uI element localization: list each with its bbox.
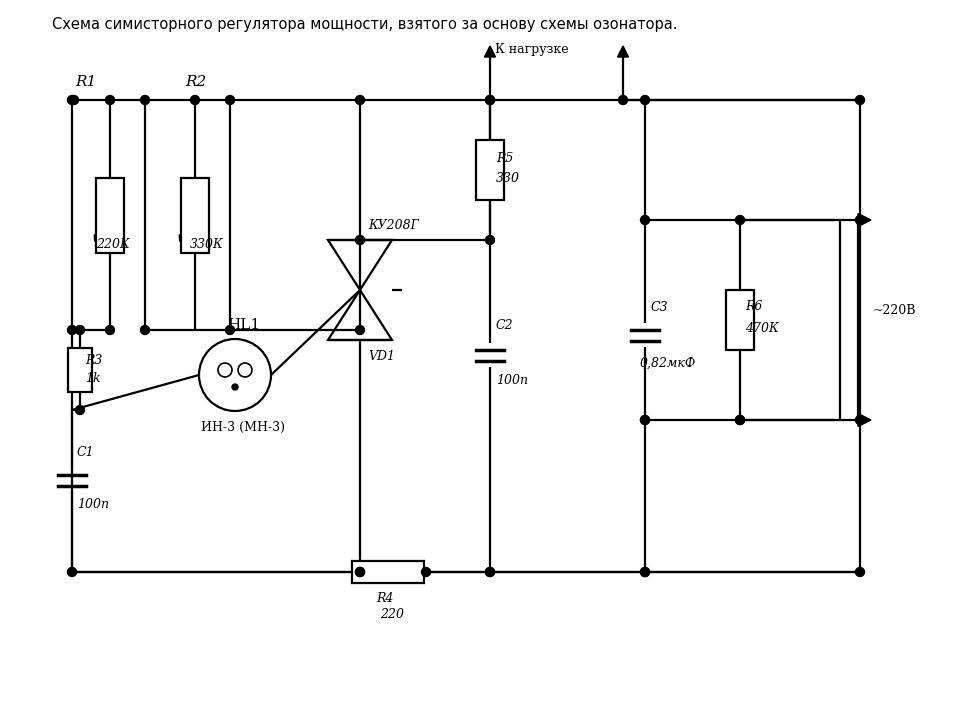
Bar [726,290,754,350]
Circle shape [735,215,745,225]
Circle shape [106,96,114,104]
Circle shape [238,363,252,377]
Circle shape [486,567,494,577]
Polygon shape [617,46,629,57]
Circle shape [67,96,77,104]
Text: C2: C2 [496,318,514,331]
Text: 220: 220 [380,608,404,621]
Text: 330: 330 [496,171,520,184]
Circle shape [735,415,745,425]
Circle shape [640,567,650,577]
Text: 100п: 100п [496,374,528,387]
Text: R6: R6 [745,300,762,312]
Text: R3: R3 [85,354,103,366]
Text: 100п: 100п [77,498,109,511]
Circle shape [355,567,365,577]
Circle shape [486,235,494,245]
Circle shape [855,96,865,104]
Text: VD1: VD1 [368,349,395,362]
Circle shape [226,96,234,104]
Circle shape [618,96,628,104]
Text: C1: C1 [77,446,95,459]
Circle shape [140,325,150,335]
Circle shape [106,325,114,335]
Bar [352,561,424,583]
Circle shape [640,415,650,425]
Text: 330К: 330К [190,238,224,251]
Text: C3: C3 [651,300,668,313]
Text: R2: R2 [185,75,206,89]
Polygon shape [858,214,871,227]
Text: Схема симисторного регулятора мощности, взятого за основу схемы озонатора.: Схема симисторного регулятора мощности, … [52,17,678,32]
Circle shape [855,567,865,577]
Circle shape [421,567,430,577]
Circle shape [640,96,650,104]
Circle shape [67,325,77,335]
Circle shape [640,415,650,425]
Circle shape [76,405,84,415]
Text: ~220В: ~220В [873,304,917,317]
Circle shape [67,567,77,577]
Text: HL1: HL1 [227,318,260,332]
Circle shape [226,325,234,335]
Circle shape [199,339,271,411]
Circle shape [355,567,365,577]
Circle shape [355,96,365,104]
Circle shape [640,567,650,577]
Bar [181,178,209,253]
Circle shape [190,96,200,104]
Text: R5: R5 [496,151,514,164]
Circle shape [735,415,745,425]
Bar [68,348,92,392]
Polygon shape [858,413,871,426]
Circle shape [486,96,494,104]
Text: R1: R1 [75,75,96,89]
Circle shape [218,363,232,377]
Bar [476,140,504,200]
Text: КУ208Г: КУ208Г [368,218,419,232]
Text: 220К: 220К [96,238,130,251]
Bar [96,178,124,253]
Circle shape [486,96,494,104]
Circle shape [69,96,79,104]
Circle shape [76,325,84,335]
Text: 1k: 1k [85,372,101,384]
Text: ИН-3 (МН-3): ИН-3 (МН-3) [201,420,285,433]
Circle shape [355,325,365,335]
Text: 0,82мкФ: 0,82мкФ [640,356,696,369]
Circle shape [855,215,865,225]
Circle shape [855,415,865,425]
Text: R4: R4 [376,592,394,605]
Circle shape [232,384,238,390]
Text: К нагрузке: К нагрузке [495,42,568,55]
Circle shape [486,567,494,577]
Polygon shape [485,46,495,57]
Circle shape [140,96,150,104]
Circle shape [640,215,650,225]
Circle shape [355,235,365,245]
Text: 470К: 470К [745,322,779,335]
